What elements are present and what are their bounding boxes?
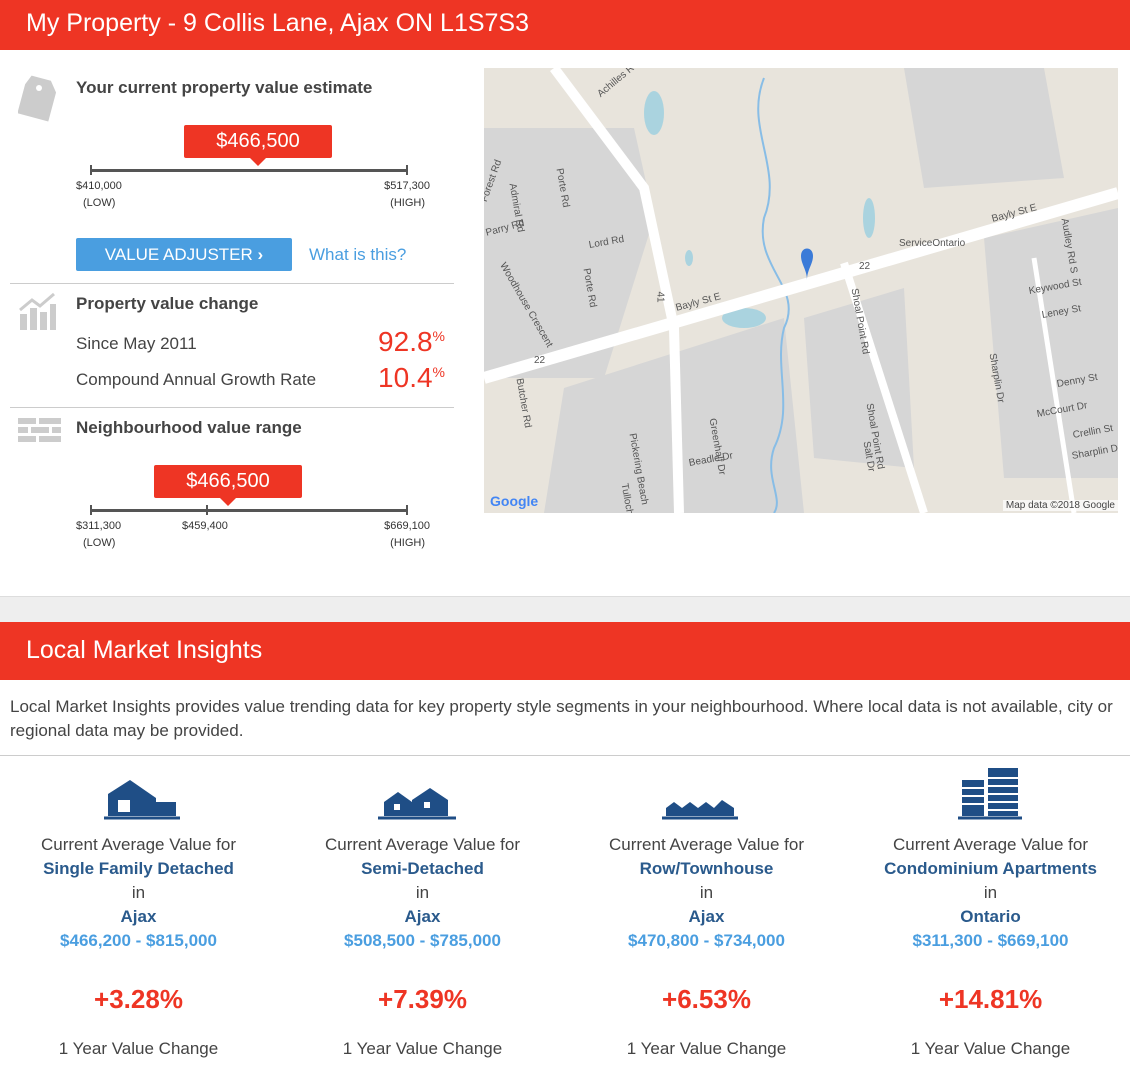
map-label: 41 [654,291,666,303]
tag-icon [18,75,57,122]
card-change: +6.53% [565,973,848,1033]
card-prefix: Current Average Value for [41,835,236,854]
change-number: +14.81 [938,984,1020,1014]
slider-tick [406,505,408,515]
high-label: (HIGH) [390,537,425,549]
neighbourhood-bubble: $466,500 [154,465,302,506]
value-card: Current Average Value for Semi-Detached in… [281,833,564,1061]
change-value: 10.4% [378,362,445,394]
change-unit: % [727,984,751,1014]
slider-tick [206,505,208,515]
estimate-bubble: $466,500 [184,125,332,166]
card-in: in [131,883,146,902]
slider-tick [90,165,92,175]
low-value: $311,300 [76,520,122,532]
card-location: Ontario [960,907,1021,926]
slider [90,169,408,172]
high-label: (HIGH) [390,197,425,209]
card-location: Ajax [120,907,157,926]
map-drawing [484,68,1118,513]
change-number: +6.53 [662,984,728,1014]
insights-bar: Local Market Insights [0,622,1130,680]
mid-value: $459,400 [182,520,228,532]
change-number: +7.39 [378,984,444,1014]
card-prefix: Current Average Value for [609,835,804,854]
change-number: +3.28 [94,984,160,1014]
separator [10,283,454,284]
card-location: Ajax [688,907,725,926]
map-label: 22 [534,355,546,366]
change-value: 92.8% [378,326,445,358]
map-label: 22 [859,261,871,272]
change-unit: % [432,364,445,380]
estimate-title: Your current property value estimate [76,78,373,97]
card-range: $508,500 - $785,000 [344,931,501,950]
slider-tick [406,165,408,175]
card-change: +3.28% [0,973,280,1033]
change-unit: % [443,984,467,1014]
card-change: +7.39% [281,973,564,1033]
what-is-this-link[interactable]: What is this? [309,245,407,264]
separator [10,407,454,408]
page-title: My Property - 9 Collis Lane, Ajax ON L1S… [26,9,530,37]
row-icon [662,800,738,820]
card-type: Single Family Detached [43,859,234,878]
card-change: +14.81% [849,973,1130,1033]
condo-icon [958,768,1022,820]
value-card: Current Average Value for Condominium Apa… [849,833,1130,1061]
high-value: $669,100 [384,520,430,532]
slider-tick [90,505,92,515]
card-in: in [983,883,998,902]
high-value: $517,300 [384,180,430,192]
card-footer: 1 Year Value Change [626,1039,787,1058]
card-footer: 1 Year Value Change [58,1039,219,1058]
card-location: Ajax [404,907,441,926]
map-logo: Google [490,493,539,509]
card-type: Semi-Detached [361,859,484,878]
change-label: Since May 2011 [76,334,197,353]
insights-description: Local Market Insights provides value tre… [10,697,1113,740]
card-prefix: Current Average Value for [325,835,520,854]
change-unit: % [432,328,445,344]
value-card: Current Average Value for Single Family D… [0,833,280,1061]
card-in: in [415,883,430,902]
change-number: 10.4 [378,362,433,393]
neighbourhood-title: Neighbourhood value range [76,418,302,437]
map-label: ServiceOntario [899,238,966,249]
detached-icon [104,780,180,820]
card-type: Row/Townhouse [639,859,774,878]
map[interactable]: Achilles Rd Porte Rd Admiral Rd Forest Rd Pa… [484,68,1118,513]
change-number: 92.8 [378,326,433,357]
low-label: (LOW) [83,197,116,209]
change-label: Compound Annual Growth Rate [76,370,317,389]
low-label: (LOW) [83,537,116,549]
brick-icon [18,418,61,442]
change-unit: % [1019,984,1043,1014]
map-credit: Map data ©2018 Google [1002,500,1118,511]
growth-icon [19,292,56,330]
value-card: Current Average Value for Row/Townhouse in… [565,833,848,1061]
slider [90,509,408,512]
card-range: $466,200 - $815,000 [60,931,217,950]
semi-icon [378,788,456,820]
button-label: VALUE ADJUSTER [104,245,253,264]
card-prefix: Current Average Value for [893,835,1088,854]
card-type: Condominium Apartments [884,859,1097,878]
section-gap [0,596,1130,622]
card-range: $311,300 - $669,100 [912,931,1069,950]
card-footer: 1 Year Value Change [342,1039,503,1058]
header-bar: My Property - 9 Collis Lane, Ajax ON L1S… [0,0,1130,50]
card-footer: 1 Year Value Change [910,1039,1071,1058]
value-adjuster-button[interactable]: VALUE ADJUSTER › [76,238,292,271]
insights-title: Local Market Insights [26,636,263,664]
change-unit: % [159,984,183,1014]
card-range: $470,800 - $734,000 [628,931,785,950]
card-in: in [699,883,714,902]
separator [0,755,1130,756]
change-title: Property value change [76,294,259,313]
low-value: $410,000 [76,180,122,192]
